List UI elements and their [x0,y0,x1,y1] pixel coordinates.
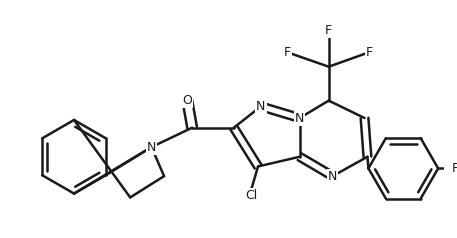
Text: O: O [182,94,192,107]
Text: Cl: Cl [245,189,257,202]
Text: N: N [295,112,304,124]
Text: F: F [325,24,332,37]
Text: F: F [283,46,291,59]
Text: N: N [256,100,266,113]
Text: F: F [366,46,373,59]
Text: N: N [147,141,156,154]
Text: F: F [452,162,457,175]
Text: N: N [328,170,337,183]
